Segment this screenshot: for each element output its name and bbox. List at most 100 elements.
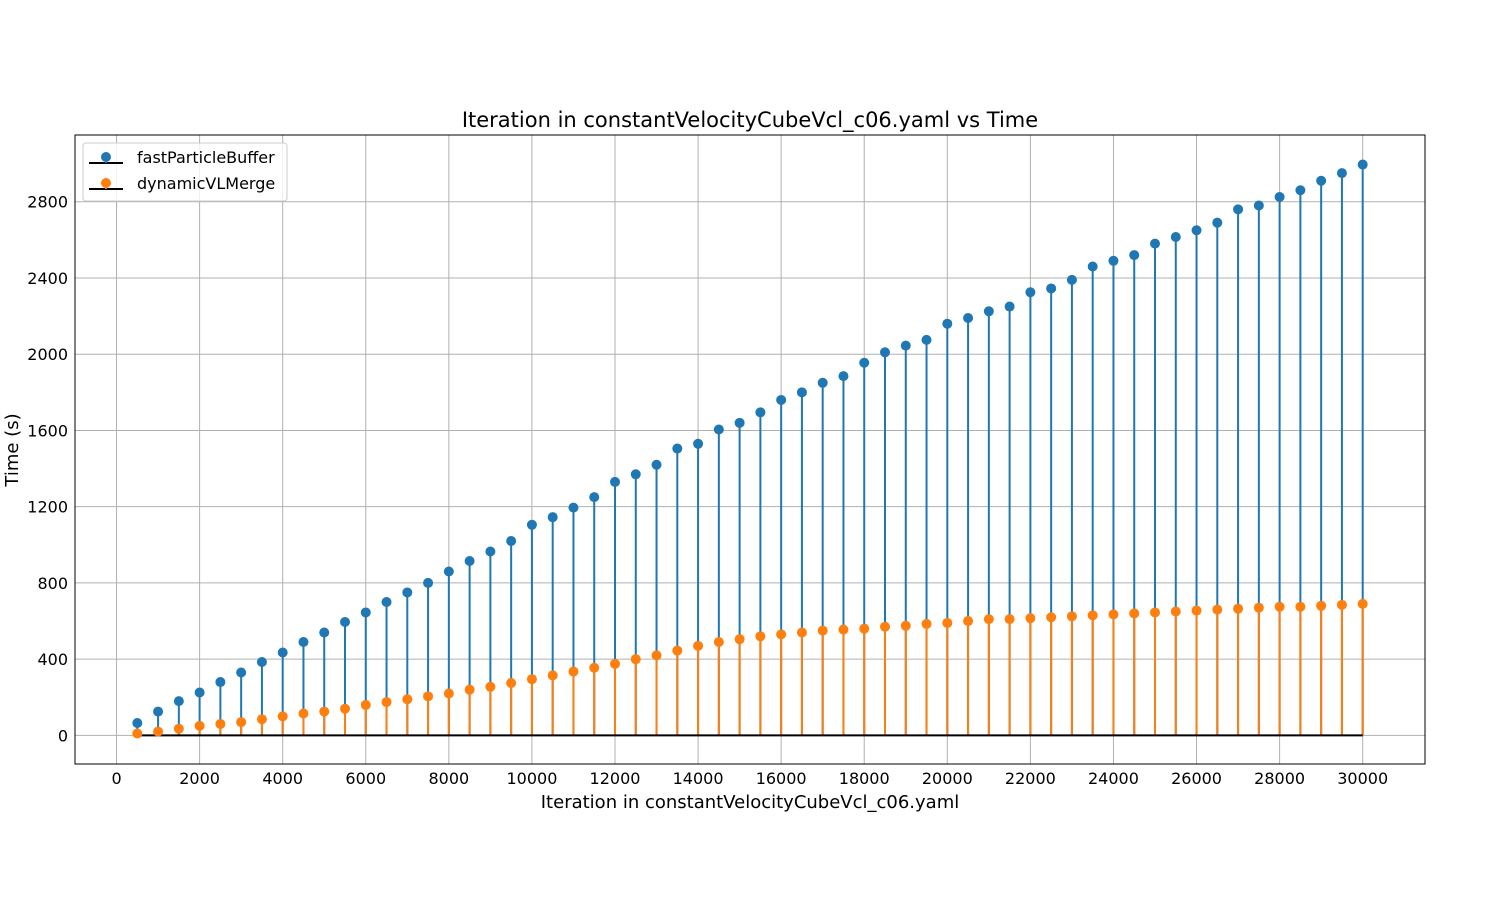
stem-marker — [298, 637, 309, 648]
stem-marker — [1150, 238, 1160, 249]
stem-marker — [277, 647, 288, 658]
stem-marker — [734, 634, 745, 645]
grid — [75, 135, 1425, 764]
stem-marker — [298, 708, 309, 719]
stem-marker — [1336, 168, 1347, 179]
stem-marker — [132, 718, 143, 729]
stem-marker — [319, 706, 330, 717]
legend-marker-swatch — [101, 152, 111, 162]
legend: fastParticleBuffer dynamicVLMerge — [82, 142, 288, 202]
stem-marker — [755, 631, 766, 642]
stem-marker — [360, 607, 371, 618]
y-tick-label: 2000 — [27, 345, 68, 364]
x-tick-label: 2000 — [179, 769, 220, 788]
stem-marker — [1253, 200, 1264, 211]
stem-marker — [672, 443, 683, 454]
stem-marker — [859, 357, 870, 368]
stem-marker — [1357, 159, 1368, 170]
stem-marker — [464, 556, 475, 567]
stem-marker — [1129, 250, 1140, 261]
stem-marker — [630, 469, 641, 480]
stem-marker — [526, 674, 537, 685]
x-tick-label: 18000 — [839, 769, 890, 788]
stem-marker — [194, 720, 205, 731]
y-tick-label: 2800 — [27, 193, 68, 212]
y-tick-label: 0 — [58, 726, 68, 745]
stem-marker — [1357, 598, 1368, 609]
stem-marker — [589, 662, 600, 673]
x-tick-label: 0 — [111, 769, 121, 788]
stem-marker — [1170, 231, 1181, 242]
stem-marker — [1025, 613, 1036, 624]
stem-marker — [443, 566, 454, 577]
stem-marker — [963, 312, 974, 323]
stem-marker — [423, 577, 434, 588]
stem-marker — [610, 476, 620, 487]
x-tick-label: 12000 — [590, 769, 641, 788]
stem-marker — [173, 696, 184, 707]
stem-marker — [1087, 610, 1098, 621]
stem-marker — [153, 726, 164, 737]
stem-marker — [1046, 283, 1057, 294]
stem-marker — [1004, 614, 1015, 625]
stem-marker — [1066, 611, 1077, 622]
stem-marker — [713, 424, 724, 435]
stem-marker — [880, 347, 890, 358]
x-axis-label: Iteration in constantVelocityCubeVcl_c06… — [541, 792, 960, 813]
stem-marker — [859, 623, 870, 634]
stem-marker — [1150, 607, 1160, 618]
legend-box — [82, 142, 288, 202]
x-tick-label: 16000 — [756, 769, 807, 788]
stem-marker — [713, 637, 724, 648]
stem-marker — [236, 667, 247, 678]
y-axis-label: Time (s) — [2, 413, 23, 487]
stem-marker — [755, 407, 766, 418]
x-tick-label: 26000 — [1171, 769, 1222, 788]
stem-marker — [838, 624, 849, 635]
stem-marker — [340, 616, 350, 627]
stem-marker — [568, 666, 579, 677]
y-tick-label: 400 — [37, 650, 68, 669]
stem-marker — [132, 728, 143, 739]
stem-marker — [1004, 301, 1015, 312]
y-axis-ticks: 0 400 800 1200 1600 2000 2400 2800 — [27, 193, 68, 746]
stem-marker — [1046, 612, 1057, 623]
stem-marker — [506, 677, 517, 688]
stem-marker — [1316, 175, 1327, 186]
x-axis-ticks: 0 2000 4000 6000 8000 10000 12000 14000 16000 180… — [111, 769, 1388, 788]
stem-marker — [256, 657, 267, 668]
stem-marker — [381, 596, 392, 607]
legend-label: fastParticleBuffer — [137, 148, 275, 167]
stem-marker — [1233, 204, 1244, 215]
stem-marker — [651, 459, 662, 470]
y-tick-label: 1200 — [27, 498, 68, 517]
stem-marker — [340, 703, 350, 714]
x-tick-label: 8000 — [428, 769, 469, 788]
y-tick-label: 800 — [37, 574, 68, 593]
stem-marker — [672, 645, 683, 656]
stem-marker — [693, 438, 704, 449]
stem-marker — [360, 699, 371, 710]
stem-marker — [921, 334, 932, 345]
stem-marker — [568, 502, 579, 513]
stem-marker — [1066, 274, 1077, 285]
legend-label: dynamicVLMerge — [137, 174, 275, 193]
stem-marker — [381, 697, 392, 708]
stem-marker — [796, 387, 807, 398]
stem-marker — [277, 711, 288, 722]
stem-marker — [485, 681, 496, 692]
stem-marker — [1191, 605, 1202, 616]
stem-marker — [983, 614, 994, 625]
stem-marker — [506, 535, 517, 546]
stem-marker — [589, 492, 600, 503]
stem-marker — [215, 677, 226, 688]
stem-marker — [1087, 261, 1098, 272]
y-tick-label: 1600 — [27, 421, 68, 440]
stem-marker — [796, 627, 807, 638]
stem-marker — [942, 318, 953, 329]
markers — [132, 159, 1368, 739]
stem-marker — [1274, 601, 1285, 612]
stem-marker — [1336, 599, 1347, 610]
stem-marker — [402, 587, 413, 598]
